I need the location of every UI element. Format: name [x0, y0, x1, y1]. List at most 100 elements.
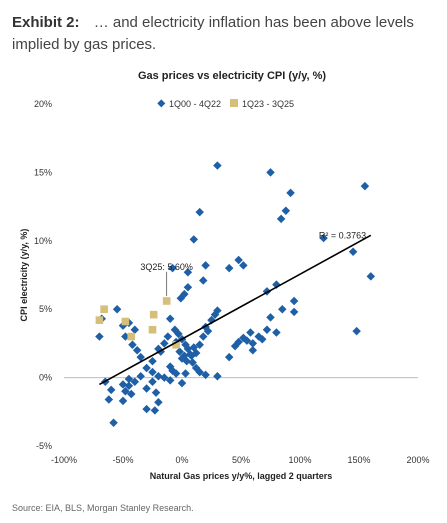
legend-marker-series2 — [230, 99, 238, 107]
data-point-series1 — [136, 371, 145, 381]
data-point-series1 — [213, 306, 222, 315]
data-point-series1 — [121, 387, 130, 396]
exhibit-text: … and electricity inflation has been abo… — [12, 14, 414, 53]
data-point-series1 — [183, 283, 193, 292]
data-point-series1 — [154, 371, 163, 381]
y-tick-label: 20% — [34, 99, 52, 109]
legend-marker-series1 — [157, 99, 166, 108]
data-point-series1 — [189, 235, 199, 244]
data-point-series1 — [148, 367, 157, 377]
legend-label-series2: 1Q23 - 3Q25 — [242, 99, 294, 109]
data-point-series1 — [191, 348, 201, 358]
data-point-series1 — [118, 396, 128, 406]
data-point-series1 — [174, 329, 183, 339]
data-point-series1 — [352, 326, 361, 336]
x-tick-label: 100% — [288, 455, 311, 465]
data-point-series1 — [148, 377, 157, 386]
data-point-series1 — [154, 397, 163, 407]
data-point-series1 — [286, 188, 295, 198]
data-point-series1 — [278, 304, 287, 314]
data-point-series1 — [198, 276, 208, 285]
trendline — [99, 234, 372, 386]
data-point-series1 — [106, 385, 116, 395]
data-point-series1 — [213, 161, 222, 170]
data-point-series1 — [195, 207, 204, 217]
data-point-series1 — [95, 332, 104, 341]
data-point-series1 — [266, 313, 275, 322]
data-point-series1 — [203, 326, 213, 336]
data-point-series1 — [348, 247, 358, 256]
data-point-series1 — [262, 325, 272, 334]
annotation-3q25-label: 3Q25: 5.60% — [140, 262, 193, 272]
data-point-series1 — [289, 296, 299, 306]
data-point-series1 — [195, 367, 204, 377]
x-tick-label: -100% — [51, 455, 77, 465]
y-tick-label: 5% — [39, 304, 52, 314]
data-point-series1 — [176, 294, 186, 303]
legend-label-series1: 1Q00 - 4Q22 — [169, 99, 221, 109]
data-point-series2 — [148, 325, 157, 334]
data-point-series1 — [175, 347, 184, 356]
x-axis-label: Natural Gas prices y/y%, lagged 2 quarte… — [150, 471, 333, 481]
data-point-series1 — [224, 263, 234, 273]
data-point-series1 — [109, 418, 118, 427]
data-point-series1 — [366, 272, 376, 281]
x-tick-label: -50% — [112, 455, 133, 465]
data-point-series1 — [132, 345, 142, 355]
data-point-series1 — [242, 336, 252, 345]
data-point-series1 — [130, 377, 140, 386]
data-point-series1 — [150, 406, 160, 415]
x-tick-label: 150% — [347, 455, 370, 465]
data-point-series1 — [118, 380, 128, 389]
data-point-series1 — [104, 395, 114, 404]
data-point-series1 — [142, 404, 151, 414]
data-point-series1 — [257, 335, 267, 344]
data-point-series1 — [128, 340, 137, 350]
data-point-series1 — [213, 371, 222, 381]
y-axis-label: CPI electricity (y/y, %) — [19, 229, 29, 322]
source-note: Source: EIA, BLS, Morgan Stanley Researc… — [12, 503, 194, 513]
data-point-series1 — [234, 255, 243, 265]
data-point-series1 — [160, 373, 169, 382]
data-point-series1 — [186, 350, 195, 359]
data-point-series1 — [266, 168, 275, 177]
data-point-series2 — [121, 317, 130, 326]
y-tick-label: 10% — [34, 236, 52, 246]
exhibit-label: Exhibit 2: — [12, 14, 80, 31]
data-point-series1 — [201, 370, 210, 380]
data-point-series1 — [151, 388, 161, 397]
data-point-series1 — [195, 340, 204, 350]
data-point-series1 — [188, 358, 197, 367]
data-point-series1 — [165, 314, 175, 324]
data-point-series1 — [127, 389, 136, 399]
data-point-series1 — [163, 332, 173, 341]
data-point-series1 — [148, 356, 157, 366]
data-point-series2 — [162, 297, 171, 305]
data-point-series1 — [276, 214, 286, 224]
data-point-series1 — [168, 263, 177, 273]
exhibit-caption: Exhibit 2: … and electricity inflation h… — [12, 12, 432, 56]
x-tick-label: 0% — [175, 455, 188, 465]
data-point-series1 — [182, 356, 191, 366]
data-point-series1 — [160, 339, 169, 348]
data-point-series2 — [100, 305, 108, 313]
data-point-series1 — [142, 384, 151, 393]
data-point-series1 — [319, 233, 328, 243]
data-point-series1 — [360, 181, 370, 191]
y-tick-label: 0% — [39, 373, 52, 383]
y-tick-label: 15% — [34, 167, 52, 177]
data-point-series1 — [177, 378, 187, 388]
data-point-series1 — [239, 261, 248, 270]
data-point-series1 — [246, 328, 255, 337]
data-point-series1 — [198, 332, 208, 341]
y-tick-label: -5% — [36, 441, 52, 451]
data-point-series1 — [224, 352, 234, 362]
data-point-series2 — [149, 310, 158, 319]
data-point-series1 — [234, 337, 243, 347]
data-point-series1 — [281, 206, 291, 215]
data-point-series1 — [183, 268, 193, 277]
data-point-series1 — [136, 352, 145, 362]
data-point-series1 — [112, 304, 122, 314]
data-point-series1 — [171, 369, 181, 378]
